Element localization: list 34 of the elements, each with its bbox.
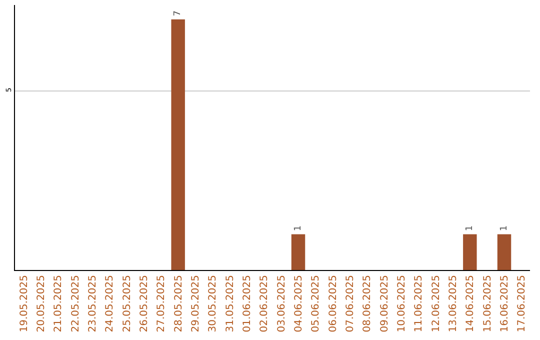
x-tick-label: 20.05.2025 [36,275,47,332]
x-tick-label: 31.05.2025 [224,275,236,332]
x-tick-label: 01.06.2025 [242,275,253,332]
x-tick-label: 06.06.2025 [328,275,339,332]
x-tick-label: 09.06.2025 [379,275,390,332]
x-tick-label: 03.06.2025 [276,275,288,332]
data-label: 1 [464,225,475,232]
x-tick-label: 16.06.2025 [500,275,510,332]
data-label: 1 [499,225,510,232]
x-tick-label: 27.05.2025 [156,275,168,332]
data-label: 1 [293,225,304,232]
x-tick-label: 23.05.2025 [88,275,98,332]
x-tick-label: 07.06.2025 [345,275,356,332]
x-tick-label: 12.06.2025 [430,275,442,332]
data-label: 7 [173,10,184,16]
x-tick-label: 22.05.2025 [70,275,82,332]
x-tick-label: 28.05.2025 [173,275,184,332]
x-tick-label: 04.06.2025 [294,275,304,332]
x-tick-label: 05.06.2025 [310,275,322,332]
x-tick-label: 24.05.2025 [104,275,116,332]
x-tick-label: 13.06.2025 [448,275,459,332]
x-tick-label: 29.05.2025 [190,275,202,332]
x-tick-label: 30.05.2025 [208,275,219,332]
x-tick-label: 17.06.2025 [516,275,528,332]
x-tick-label: 11.06.2025 [414,275,425,332]
x-tick-label: 15.06.2025 [482,275,494,332]
x-tick-label: 25.05.2025 [122,275,133,332]
x-tick-label: 08.06.2025 [362,275,374,332]
x-tick-label: 19.05.2025 [18,275,30,332]
x-tick-label: 21.05.2025 [53,275,64,332]
x-tick-label: 26.05.2025 [139,275,150,332]
x-tick-label: 14.06.2025 [465,275,476,332]
x-tick-label: 10.06.2025 [396,275,408,332]
x-tick-label: 02.06.2025 [259,275,270,332]
